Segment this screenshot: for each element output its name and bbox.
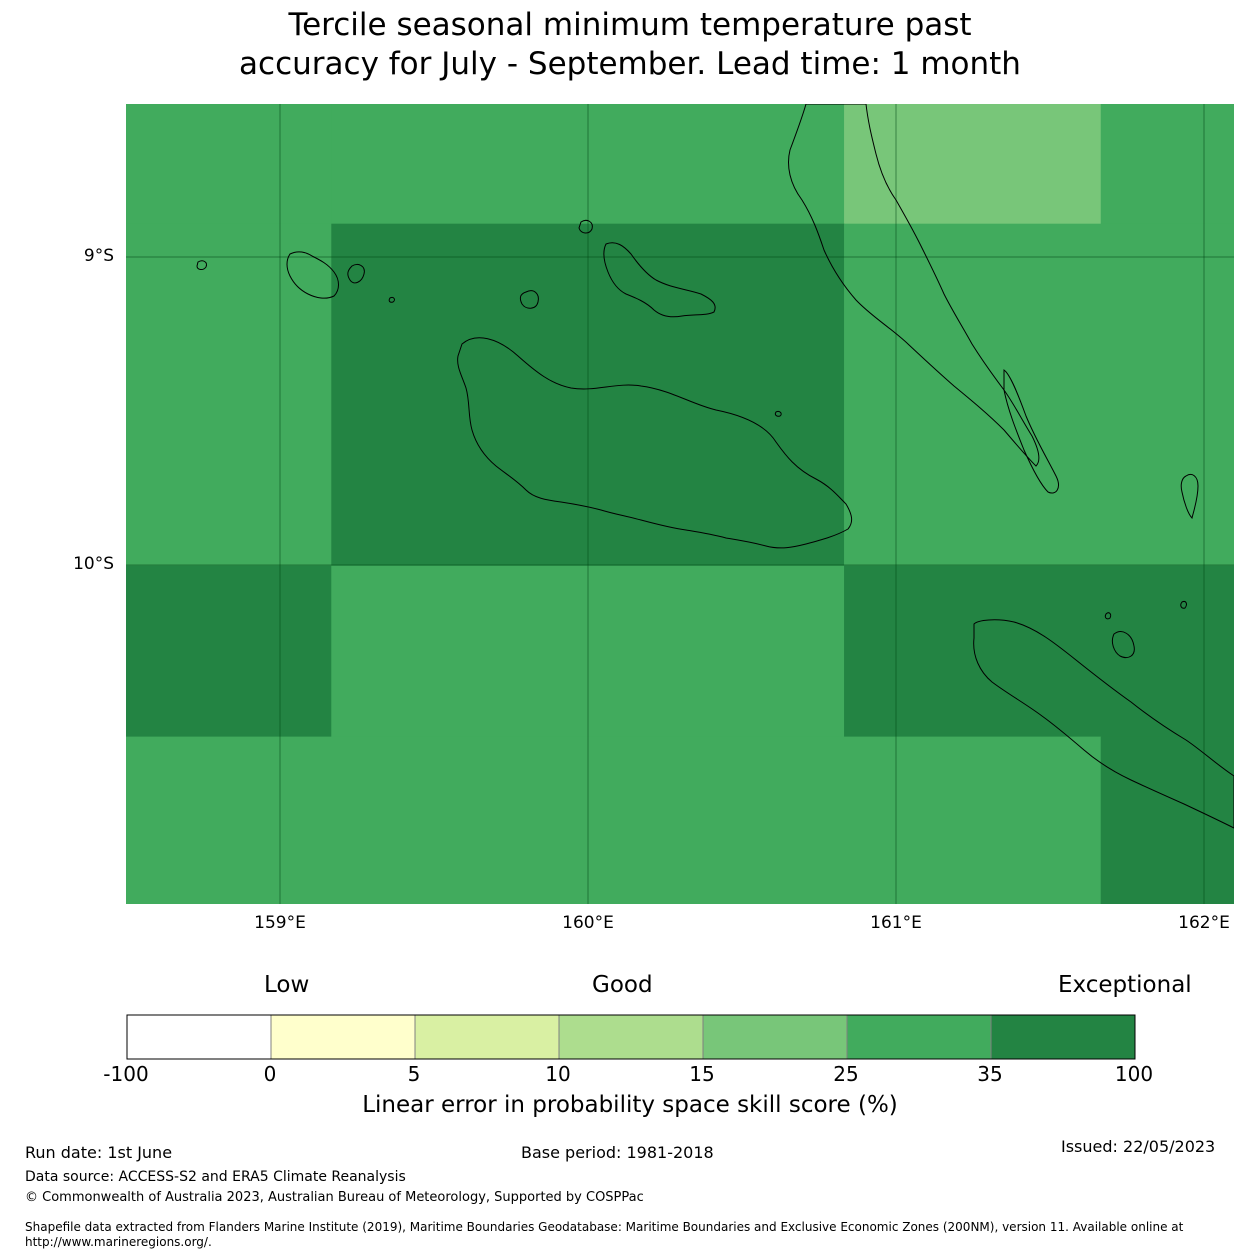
colorbar-tick-2: 5 [407,1062,421,1086]
colorbar-tick-7: 100 [1114,1062,1154,1086]
colorbar-title: Linear error in probability space skill … [362,1092,898,1118]
graticule [126,104,1234,904]
lon-label-161e: 161°E [870,913,922,933]
island-russell [286,251,339,299]
colorbar-segment-1 [270,1014,416,1060]
islet-east-1 [1104,612,1112,620]
colorbar-segment-3 [558,1014,704,1060]
shapefile-credit-line-2: http://www.marineregions.org/. [25,1235,212,1249]
lon-label-160e: 160°E [562,913,614,933]
coastlines [196,104,1234,829]
grid-cell-2 [844,104,1102,225]
map-panel [126,104,1234,904]
run-date: Run date: 1st June [25,1143,173,1162]
colorbar-segment-5 [846,1014,992,1060]
colorbar-tick-0: -100 [103,1062,149,1086]
colorbar-tick-3: 10 [545,1062,571,1086]
grid-cell-5 [331,223,845,567]
shapefile-credit-line-1: Shapefile data extracted from Flanders M… [25,1220,1184,1234]
islet-small-2 [774,411,782,417]
title-line-1: Tercile seasonal minimum temperature pas… [288,7,972,43]
copyright: © Commonwealth of Australia 2023, Austra… [25,1190,644,1205]
lat-label-10s: 10°S [73,554,114,574]
grid-cell-0 [126,104,332,225]
grid-cell-11 [1100,736,1234,904]
island-small-malaita [1003,369,1059,494]
data-source: Data source: ACCESS-S2 and ERA5 Climate … [25,1169,406,1185]
grid-cell-9 [844,565,1234,738]
islet-russell-east [347,263,365,284]
island-ugi [1111,631,1135,659]
islet-north-1 [578,219,593,234]
colorbar-frame [126,1014,1136,1060]
islet-savo [519,290,539,309]
island-florida [603,242,716,318]
island-makira [973,619,1234,829]
colorbar-segment-0 [126,1014,272,1060]
grid-cell-3 [1100,104,1234,225]
issued-date: Issued: 22/05/2023 [1061,1137,1216,1156]
lat-label-9s: 9°S [83,246,114,266]
skill-grid [126,104,1234,904]
colorbar-tick-4: 15 [689,1062,715,1086]
grid-cell-1 [331,104,845,225]
colorbar [126,1014,1136,1060]
grid-cell-7 [126,565,332,738]
colorbar-segment-6 [990,1014,1136,1060]
grid-cell-4 [126,223,332,567]
islet-small-1 [388,297,395,303]
lon-label-159e: 159°E [254,913,306,933]
title-line-2: accuracy for July - September. Lead time… [239,46,1021,82]
island-guadalcanal [457,337,853,549]
colorbar-tick-1: 0 [263,1062,277,1086]
legend-category-low: Low [264,972,310,998]
chart-title: Tercile seasonal minimum temperature pas… [0,6,1260,84]
lon-label-162e: 162°E [1178,913,1230,933]
grid-cell-10 [126,736,1102,904]
legend-category-good: Good [592,972,653,998]
islet-east-2 [1180,601,1187,609]
colorbar-tick-6: 35 [977,1062,1003,1086]
colorbar-segment-2 [414,1014,560,1060]
legend-category-exceptional: Exceptional [1058,972,1192,998]
grid-cell-8 [331,565,845,738]
island-malaita [788,104,1040,467]
colorbar-tick-5: 25 [833,1062,859,1086]
grid-cell-6 [844,223,1234,567]
islet-west [196,260,207,270]
colorbar-segment-4 [702,1014,848,1060]
base-period: Base period: 1981-2018 [521,1143,714,1162]
island-ulawa [1180,473,1199,519]
